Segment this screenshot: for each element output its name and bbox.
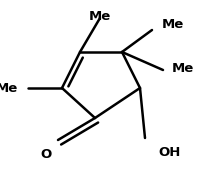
Text: Me: Me bbox=[89, 10, 111, 23]
Text: Me: Me bbox=[161, 19, 183, 32]
Text: Me: Me bbox=[171, 61, 193, 75]
Text: O: O bbox=[40, 148, 51, 161]
Text: Me: Me bbox=[0, 81, 18, 95]
Text: OH: OH bbox=[157, 146, 180, 159]
